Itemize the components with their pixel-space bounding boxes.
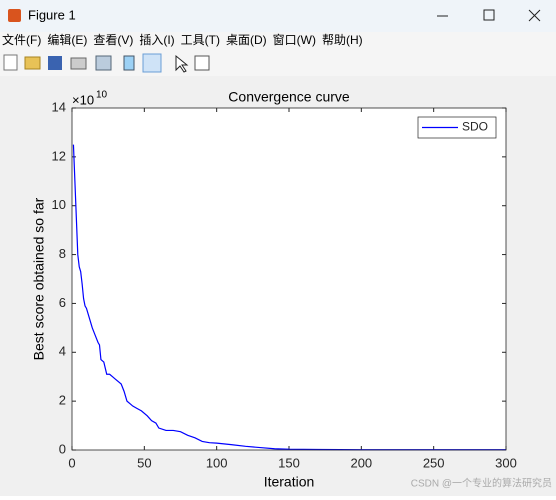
y-exponent-base: ×10 (72, 92, 94, 107)
x-tick-label: 100 (206, 455, 228, 470)
menu-item[interactable]: 查看(V) (93, 33, 133, 47)
menu-item[interactable]: 窗口(W) (273, 33, 316, 47)
title-bar (0, 0, 556, 32)
x-tick-label: 50 (137, 455, 151, 470)
y-tick-label: 6 (59, 295, 66, 310)
toolbar (0, 50, 556, 76)
app-icon (8, 9, 21, 22)
chart-title: Convergence curve (228, 89, 350, 105)
close-button[interactable] (528, 9, 541, 22)
x-tick-label: 250 (423, 455, 445, 470)
legend-label: SDO (462, 120, 488, 134)
y-exponent-power: 10 (96, 90, 108, 101)
watermark: CSDN @一个专业的算法研究员 (411, 477, 552, 490)
toolbar-icons (3, 53, 210, 73)
print-icon[interactable] (70, 57, 87, 70)
save-icon[interactable] (48, 56, 62, 70)
y-tick-label: 2 (59, 393, 66, 408)
y-tick-label: 8 (59, 246, 66, 261)
menu-item[interactable]: 插入(I) (139, 33, 174, 47)
pointer-icon[interactable] (175, 54, 189, 73)
menu-item[interactable]: 桌面(D) (226, 33, 267, 47)
menu-bar (0, 32, 556, 50)
menu-item[interactable]: 编辑(E) (47, 32, 87, 47)
y-tick-label: 12 (52, 148, 66, 163)
maximize-button[interactable] (483, 9, 495, 21)
link-icon[interactable] (95, 55, 112, 71)
open-icon[interactable] (24, 56, 41, 70)
y-tick-label: 10 (52, 197, 66, 212)
y-tick-label: 0 (59, 441, 66, 456)
x-tick-label: 150 (278, 455, 300, 470)
series-line (72, 144, 506, 451)
menu-item[interactable]: 工具(T) (181, 33, 220, 47)
menu-item[interactable]: 帮助(H) (322, 33, 363, 47)
x-tick-label: 0 (68, 455, 75, 470)
axes-box (71, 107, 507, 451)
menu-item[interactable]: 文件(F) (2, 32, 41, 47)
y-axis-label: Best score obtained so far (31, 197, 47, 360)
property-icon[interactable] (194, 55, 210, 71)
axes-background (72, 108, 506, 450)
y-tick-label: 4 (59, 344, 66, 359)
window-title: Figure 1 (28, 7, 76, 22)
x-tick-label: 300 (495, 455, 517, 470)
x-tick-label: 200 (350, 455, 372, 470)
x-axis-label: Iteration (264, 474, 315, 490)
new-icon[interactable] (3, 54, 18, 71)
colorbar-icon[interactable] (123, 55, 135, 71)
y-tick-label: 14 (52, 99, 66, 114)
legend-icon[interactable] (142, 53, 162, 73)
